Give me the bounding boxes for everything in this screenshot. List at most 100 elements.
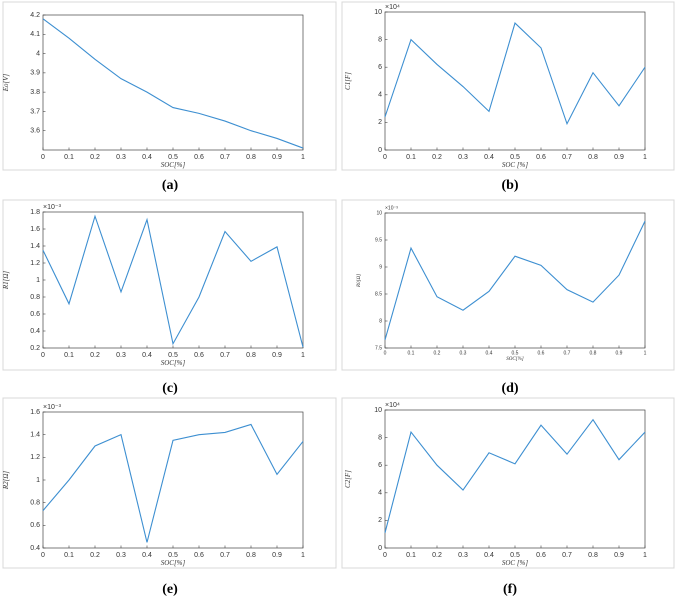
y-tick-label: 6 [378,462,382,469]
x-tick-label: 0.7 [220,352,230,359]
y-tick-label: 8.5 [375,291,382,297]
x-tick-label: 0.5 [168,552,178,559]
x-tick-label: 0.8 [246,154,256,161]
y-tick-label: 0.6 [30,522,40,529]
x-tick-label: 0 [383,154,387,161]
x-tick-label: 1 [644,350,647,356]
y-tick-label: 4 [378,92,382,99]
x-axis-label: SOC[%] [161,559,186,567]
x-axis-label: SOC[%] [161,161,186,169]
y-tick-label: 3.8 [30,89,40,96]
x-tick-label: 1 [301,552,305,559]
x-tick-label: 0.7 [220,552,230,559]
x-tick-label: 0.1 [406,154,416,161]
y-tick-label: 9.5 [375,237,382,243]
x-tick-label: 0 [384,350,387,356]
x-tick-label: 1 [643,154,647,161]
x-tick-label: 0.3 [116,154,126,161]
caption: (d) [501,381,518,396]
y-axis-label: C2[F] [344,470,352,488]
x-tick-label: 0.1 [64,352,74,359]
x-tick-label: 0 [41,352,45,359]
caption: (c) [162,381,178,396]
x-tick-label: 0.4 [486,350,493,356]
x-tick-label: 0.3 [116,552,126,559]
x-tick-label: 0.3 [116,352,126,359]
x-tick-label: 0.7 [562,154,572,161]
x-tick-label: 0.2 [432,552,442,559]
y-tick-label: 0 [378,147,382,154]
y-axis-label: C1[F] [344,72,352,90]
x-tick-label: 0.2 [90,352,100,359]
y-tick-label: 3.6 [30,128,40,135]
x-tick-label: 0.4 [142,552,152,559]
y-tick-label: 10 [374,407,382,414]
y-tick-label: 4.2 [30,12,40,19]
x-tick-label: 0.8 [246,552,256,559]
x-tick-label: 0.3 [460,350,467,356]
x-tick-label: 0.1 [64,552,74,559]
x-tick-label: 0.1 [408,350,415,356]
x-tick-label: 0.9 [272,352,282,359]
plot-area [384,409,646,549]
y-tick-label: 0.4 [30,328,40,335]
x-tick-label: 0.1 [406,552,416,559]
x-tick-label: 0.5 [512,350,519,356]
caption: (b) [501,178,518,193]
panel-frame [2,1,337,171]
x-tick-label: 0.8 [588,154,598,161]
x-tick-label: 0.6 [538,350,545,356]
y-tick-label: 3.9 [30,70,40,77]
y-tick-label: 1.2 [30,454,40,461]
y-tick-label: 1 [36,477,40,484]
y-tick-label: 6 [378,64,382,71]
plot-area [384,11,646,151]
panel-frame [341,199,675,371]
x-tick-label: 0.4 [484,154,494,161]
x-tick-label: 0.9 [272,552,282,559]
y-exponent: ×10⁻³ [43,204,62,211]
x-axis-label: SOC [%] [502,559,529,567]
x-tick-label: 0 [41,552,45,559]
x-tick-label: 0.2 [90,552,100,559]
x-tick-label: 0.6 [536,552,546,559]
y-tick-label: 1.2 [30,260,40,267]
x-tick-label: 0.7 [562,552,572,559]
caption: (a) [162,178,179,193]
y-tick-label: 1.4 [30,243,40,250]
data-line [384,418,646,533]
x-tick-label: 0.3 [458,154,468,161]
y-tick-label: 0.2 [30,345,40,352]
y-tick-label: 0 [378,545,382,552]
y-tick-label: 8 [378,36,382,43]
y-axis-label: R0[Ω] [357,274,362,288]
x-tick-label: 0.4 [142,352,152,359]
x-tick-label: 0.6 [194,154,204,161]
x-tick-label: 0.5 [168,154,178,161]
y-tick-label: 8 [379,318,382,324]
y-tick-label: 0.8 [30,294,40,301]
panel-frame [2,199,337,371]
y-tick-label: 1.8 [30,209,40,216]
x-tick-label: 0.2 [432,154,442,161]
plot-area [42,14,304,151]
plot-area [42,211,304,349]
x-tick-label: 0.5 [168,352,178,359]
x-tick-label: 0.6 [194,352,204,359]
y-exponent: ×10⁴ [385,402,400,409]
x-tick-label: 1 [301,352,305,359]
x-tick-label: 0 [383,552,387,559]
x-tick-label: 0.7 [564,350,571,356]
y-axis-label: R1[Ω] [2,271,10,291]
x-tick-label: 0.8 [588,552,598,559]
y-tick-label: 3.7 [30,108,40,115]
y-tick-label: 10 [376,210,382,216]
y-tick-label: 0.8 [30,500,40,507]
y-tick-label: 1.4 [30,432,40,439]
panel-frame [2,397,337,569]
y-tick-label: 4 [378,490,382,497]
x-tick-label: 0.5 [510,154,520,161]
caption: (f) [503,582,517,597]
y-exponent: ×10⁻³ [43,404,62,411]
data-line [42,18,304,149]
